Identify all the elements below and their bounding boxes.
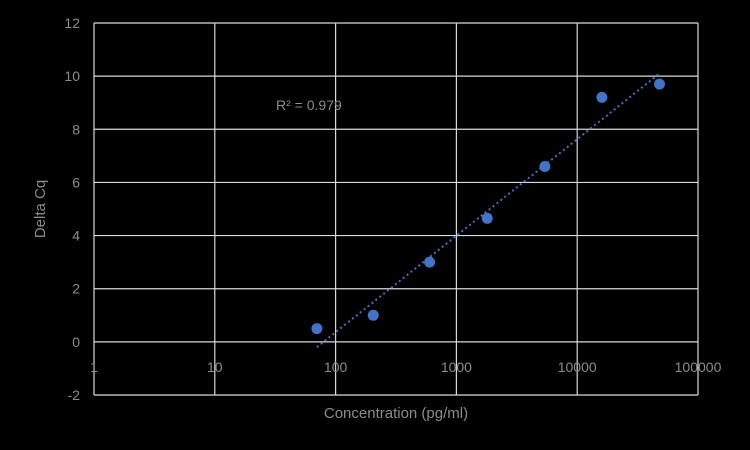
x-tick-label: 1 bbox=[90, 359, 98, 375]
data-point bbox=[311, 323, 323, 335]
y-tick-label: 2 bbox=[72, 281, 80, 297]
data-point bbox=[653, 78, 665, 90]
x-tick-label: 100 bbox=[324, 359, 348, 375]
data-point bbox=[481, 212, 493, 224]
y-tick-label: 8 bbox=[72, 121, 80, 137]
grid-lines bbox=[93, 22, 699, 396]
data-points bbox=[311, 78, 665, 335]
x-tick-label: 10000 bbox=[558, 359, 597, 375]
data-point bbox=[596, 91, 608, 103]
r-squared-annotation: R² = 0.979 bbox=[276, 97, 342, 113]
trendline-layer bbox=[316, 72, 661, 348]
x-tick-label: 10 bbox=[207, 359, 223, 375]
tick-labels: -2 0 2 4 6 8 10 12 1 10 100 1000 10000 100000 bbox=[64, 15, 721, 403]
y-tick-label: 4 bbox=[72, 228, 80, 244]
y-tick-label: 0 bbox=[72, 334, 80, 350]
y-tick-label: 12 bbox=[64, 15, 80, 31]
x-axis-title: Concentration (pg/ml) bbox=[324, 405, 468, 422]
x-tick-label: 100000 bbox=[675, 359, 722, 375]
data-point bbox=[367, 309, 379, 321]
data-point bbox=[424, 256, 436, 268]
y-axis-title: Delta Cq bbox=[32, 180, 49, 238]
trendline bbox=[316, 72, 661, 348]
y-tick-label: 6 bbox=[72, 174, 80, 190]
y-tick-label: 10 bbox=[64, 68, 80, 84]
data-point bbox=[539, 160, 551, 172]
x-tick-label: 1000 bbox=[441, 359, 472, 375]
y-tick-label: -2 bbox=[68, 387, 81, 403]
